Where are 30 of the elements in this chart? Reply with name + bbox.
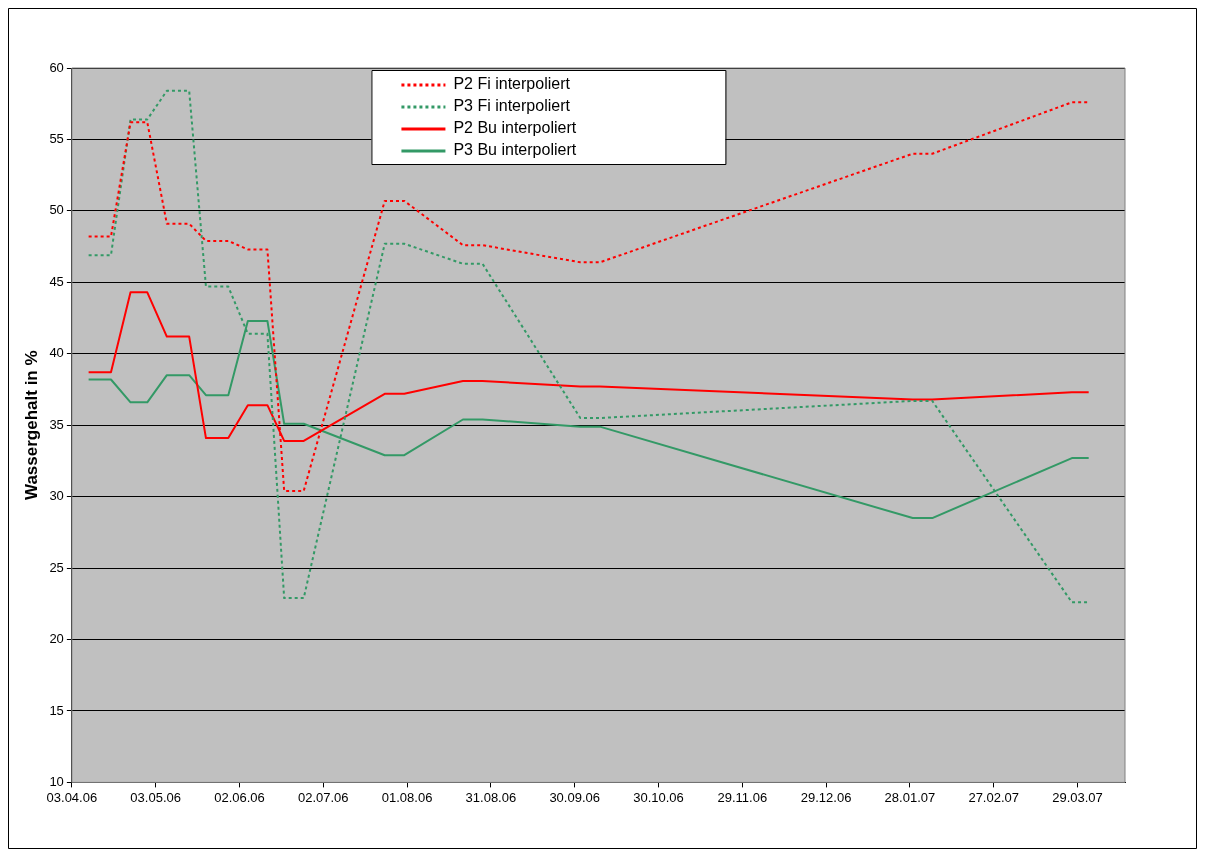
- legend-label: P3 Bu interpoliert: [453, 141, 577, 159]
- x-tick-label: 28.01.07: [884, 789, 936, 805]
- y-tick-label: 25: [49, 559, 64, 575]
- x-tick-label: 29.12.06: [800, 789, 852, 805]
- x-tick-label: 29.11.06: [717, 789, 768, 805]
- x-tick-label: 30.09.06: [549, 789, 600, 805]
- y-tick-label: 40: [49, 345, 64, 361]
- x-tick-label: 01.08.06: [381, 789, 433, 805]
- x-tick-label: 02.07.06: [297, 789, 349, 805]
- line-series: [87, 101, 1090, 492]
- x-tick-label: 30.10.06: [633, 789, 684, 805]
- legend-label: P2 Bu interpoliert: [453, 119, 577, 137]
- y-tick-label: 35: [49, 416, 64, 432]
- y-tick-label: 55: [49, 131, 64, 147]
- x-tick-label: 29.03.07: [1052, 789, 1103, 805]
- y-axis-title: Wassergehalt in %: [21, 350, 41, 500]
- y-tick-label: 15: [49, 702, 64, 718]
- y-tick-label: 20: [49, 631, 64, 647]
- legend-label: P2 Fi interpoliert: [453, 75, 571, 93]
- legend-label: P3 Fi interpoliert: [453, 97, 571, 115]
- y-tick-label: 45: [49, 273, 64, 289]
- y-tick-label: 10: [49, 773, 64, 789]
- x-tick-label: 02.06.06: [214, 789, 265, 805]
- x-tick-label: 03.04.06: [46, 789, 98, 805]
- y-tick-label: 30: [49, 488, 64, 504]
- y-tick-label: 50: [49, 202, 64, 218]
- x-tick-label: 31.08.06: [465, 789, 517, 805]
- x-tick-label: 27.02.07: [968, 789, 1020, 805]
- y-tick-label: 60: [49, 59, 64, 75]
- x-tick-label: 03.05.06: [130, 789, 181, 805]
